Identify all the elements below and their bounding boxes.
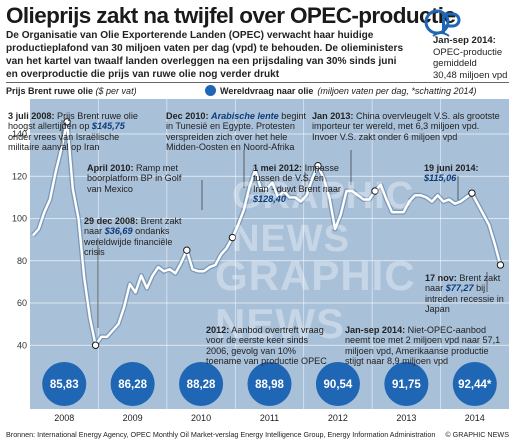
demand-legend-unit: (miljoen vaten per dag, *schatting 2014) (317, 85, 477, 96)
side-text2: gemiddeld (433, 58, 477, 69)
demand-bubble-2009 (110, 362, 155, 406)
demand-bubble-label-2011: 88,98 (255, 379, 284, 391)
y-axis-title: Prijs Brent ruwe olie ($ per vat) (6, 86, 137, 96)
annotation-jan-2013-date: Jan 2013: (312, 110, 354, 121)
annotation-2012-supply-text: Aanbod overtreft vraag voor de eerste ke… (206, 324, 327, 367)
page-title: Olieprijs zakt na twijfel over OPEC-prod… (6, 3, 456, 28)
annotation-jun-2014-price: $115,06 (424, 173, 457, 183)
point-may-2012 (314, 161, 322, 170)
annotation-may-2012: 1 mei 2012: Impasse tussen de V.S. en Ir… (253, 152, 341, 205)
annotation-jan-sep-2014-date: Jan-sep 2014: (345, 324, 406, 335)
point-dec-2008 (91, 341, 100, 349)
demand-bubble-2014 (452, 362, 497, 406)
annotation-may-2012-date: 1 mei 2012: (253, 162, 303, 173)
annotation-nov-2014: 17 nov: Brent zakt naar $77,27 bij intre… (425, 262, 507, 315)
x-tick-label-2008: 2008 (54, 413, 74, 423)
demand-legend-label: Wereldvraag naar olie (220, 85, 314, 96)
opec-logo-icon (424, 9, 461, 37)
annotation-jan-2013: Jan 2013: China overvleugelt V.S. als gr… (312, 100, 500, 142)
annotation-nov-2014-text: Brent zakt naar (425, 272, 501, 294)
annotation-dec-2010-text: begint in Tunesië en Egypte. Protesten v… (166, 110, 307, 153)
demand-bubble-label-2008: 85,83 (50, 379, 79, 391)
footer: Bronnen: International Energy Agency, OP… (6, 430, 509, 439)
demand-bubble-2012 (315, 362, 360, 406)
annotation-jul-2008: 3 juli 2008: Prijs Brent ruwe olie hoogs… (8, 100, 148, 153)
annotation-nov-2014-text2: bij intreden recessie in Japan (425, 283, 504, 314)
demand-bubble-2008 (42, 362, 87, 406)
annotation-may-2012-price: $128,40 (253, 194, 286, 204)
intro-text: De Organisatie van Olie Exporterende Lan… (6, 30, 404, 80)
annotation-dec-2010-em: Arabische lente (211, 110, 279, 121)
annotation-jul-2008-text2: onder vrees van Israëlische militaire aa… (8, 131, 120, 153)
footer-copyright: © GRAPHIC NEWS (445, 430, 509, 439)
y-axis-title-label: Prijs Brent ruwe olie (6, 86, 94, 96)
annotation-dec-2008-date: 29 dec 2008: (84, 215, 139, 226)
price-line (32, 120, 502, 347)
header-rule (6, 82, 509, 83)
y-tick-label-40: 40 (17, 340, 27, 350)
point-jan-2013 (371, 187, 379, 195)
point-apr-2010 (183, 246, 191, 254)
demand-bubble-2011 (247, 362, 292, 406)
x-tick-label-2013: 2013 (396, 413, 416, 423)
annotation-2012-supply-date: 2012: (206, 324, 230, 335)
x-tick-label-2010: 2010 (191, 413, 211, 423)
x-tick-label-2009: 2009 (123, 413, 143, 423)
y-tick-label-140: 140 (12, 129, 27, 139)
side-period: Jan-sep 2014: (433, 35, 496, 46)
annotation-dec-2008: 29 dec 2008: Brent zakt naar $36,69 onda… (84, 205, 182, 258)
annotation-apr-2010-text: Ramp met boorplatform BP in Golf van Mex… (87, 162, 182, 194)
annotation-apr-2010-date: April 2010: (87, 162, 134, 173)
annotation-2012-supply: 2012: Aanbod overtreft vraag voor de eer… (206, 314, 328, 367)
y-tick-label-120: 120 (12, 171, 27, 181)
demand-bubble-label-2009: 86,28 (118, 379, 147, 391)
footer-sources: Bronnen: International Energy Agency, OP… (6, 430, 436, 439)
annotation-nov-2014-date: 17 nov: (425, 272, 457, 283)
annotation-jan-sep-2014-text: Niet-OPEC-aanbod neemt toe met 2 miljoen… (345, 324, 501, 367)
annotation-nov-2014-price: $77,27 (445, 283, 474, 293)
demand-bubble-2013 (384, 362, 429, 406)
demand-bubble-2010 (179, 362, 224, 406)
annotation-jul-2008-text: Prijs Brent ruwe olie hoogst allertijden… (8, 110, 138, 132)
annotation-jan-2013-text: China overvleugelt V.S. als grootste imp… (312, 110, 500, 142)
point-nov-2014 (496, 261, 505, 269)
annotation-jan-sep-2014: Jan-sep 2014: Niet-OPEC-aanbod neemt toe… (345, 314, 501, 367)
annotation-may-2012-text: Impasse tussen de V.S. en Iran - duwt Br… (253, 162, 341, 194)
point-jun-2014 (468, 189, 476, 197)
annotation-dec-2008-price: $36,69 (104, 226, 133, 236)
side-text1: OPEC-productie (433, 46, 503, 58)
annotation-dec-2008-text2: ondanks wereldwijde financiële crisis (84, 226, 173, 257)
demand-bubble-label-2013: 91,75 (392, 379, 421, 391)
annotation-jul-2008-date: 3 juli 2008: (8, 110, 55, 121)
annotation-jul-2008-price: $145,75 (91, 121, 125, 131)
y-tick-label-80: 80 (17, 256, 27, 266)
x-tick-label-2012: 2012 (328, 413, 348, 423)
y-tick-label-100: 100 (12, 214, 27, 224)
opec-production-note: Jan-sep 2014: OPEC-productie gemiddeld 3… (433, 35, 507, 81)
annotation-dec-2010-date: Dec 2010: (166, 110, 209, 121)
demand-bubble-label-2014: 92,44* (458, 379, 492, 391)
point-dec-2010 (228, 233, 237, 242)
annotation-jun-2014-date: 19 juni 2014: (424, 162, 479, 173)
y-tick-label-60: 60 (17, 298, 27, 308)
annotation-jun-2014: 19 juni 2014: $115,06 (424, 152, 504, 184)
annotation-apr-2010: April 2010: Ramp met boorplatform BP in … (87, 152, 197, 194)
demand-bubble-label-2010: 88,28 (187, 379, 216, 391)
point-jul-2008 (63, 118, 71, 126)
x-tick-label-2011: 2011 (260, 413, 279, 423)
plot-area (30, 99, 509, 409)
annotation-dec-2010: Dec 2010: Arabische lente begint in Tune… (166, 100, 310, 153)
demand-bubble-label-2012: 90,54 (324, 379, 353, 391)
side-text3: 30,48 miljoen vpd (433, 69, 508, 81)
demand-legend: Wereldvraag naar olie (miljoen vaten per… (205, 85, 476, 96)
annotation-dec-2008-text: Brent zakt naar (84, 215, 182, 237)
watermark-2: GRAPHIC NEWS (215, 252, 416, 347)
x-tick-label-2014: 2014 (465, 413, 485, 423)
y-axis-title-unit: ($ per vat) (95, 86, 137, 96)
demand-legend-dot-icon (205, 85, 216, 96)
watermark-1: GRAPHIC NEWS (232, 175, 415, 260)
